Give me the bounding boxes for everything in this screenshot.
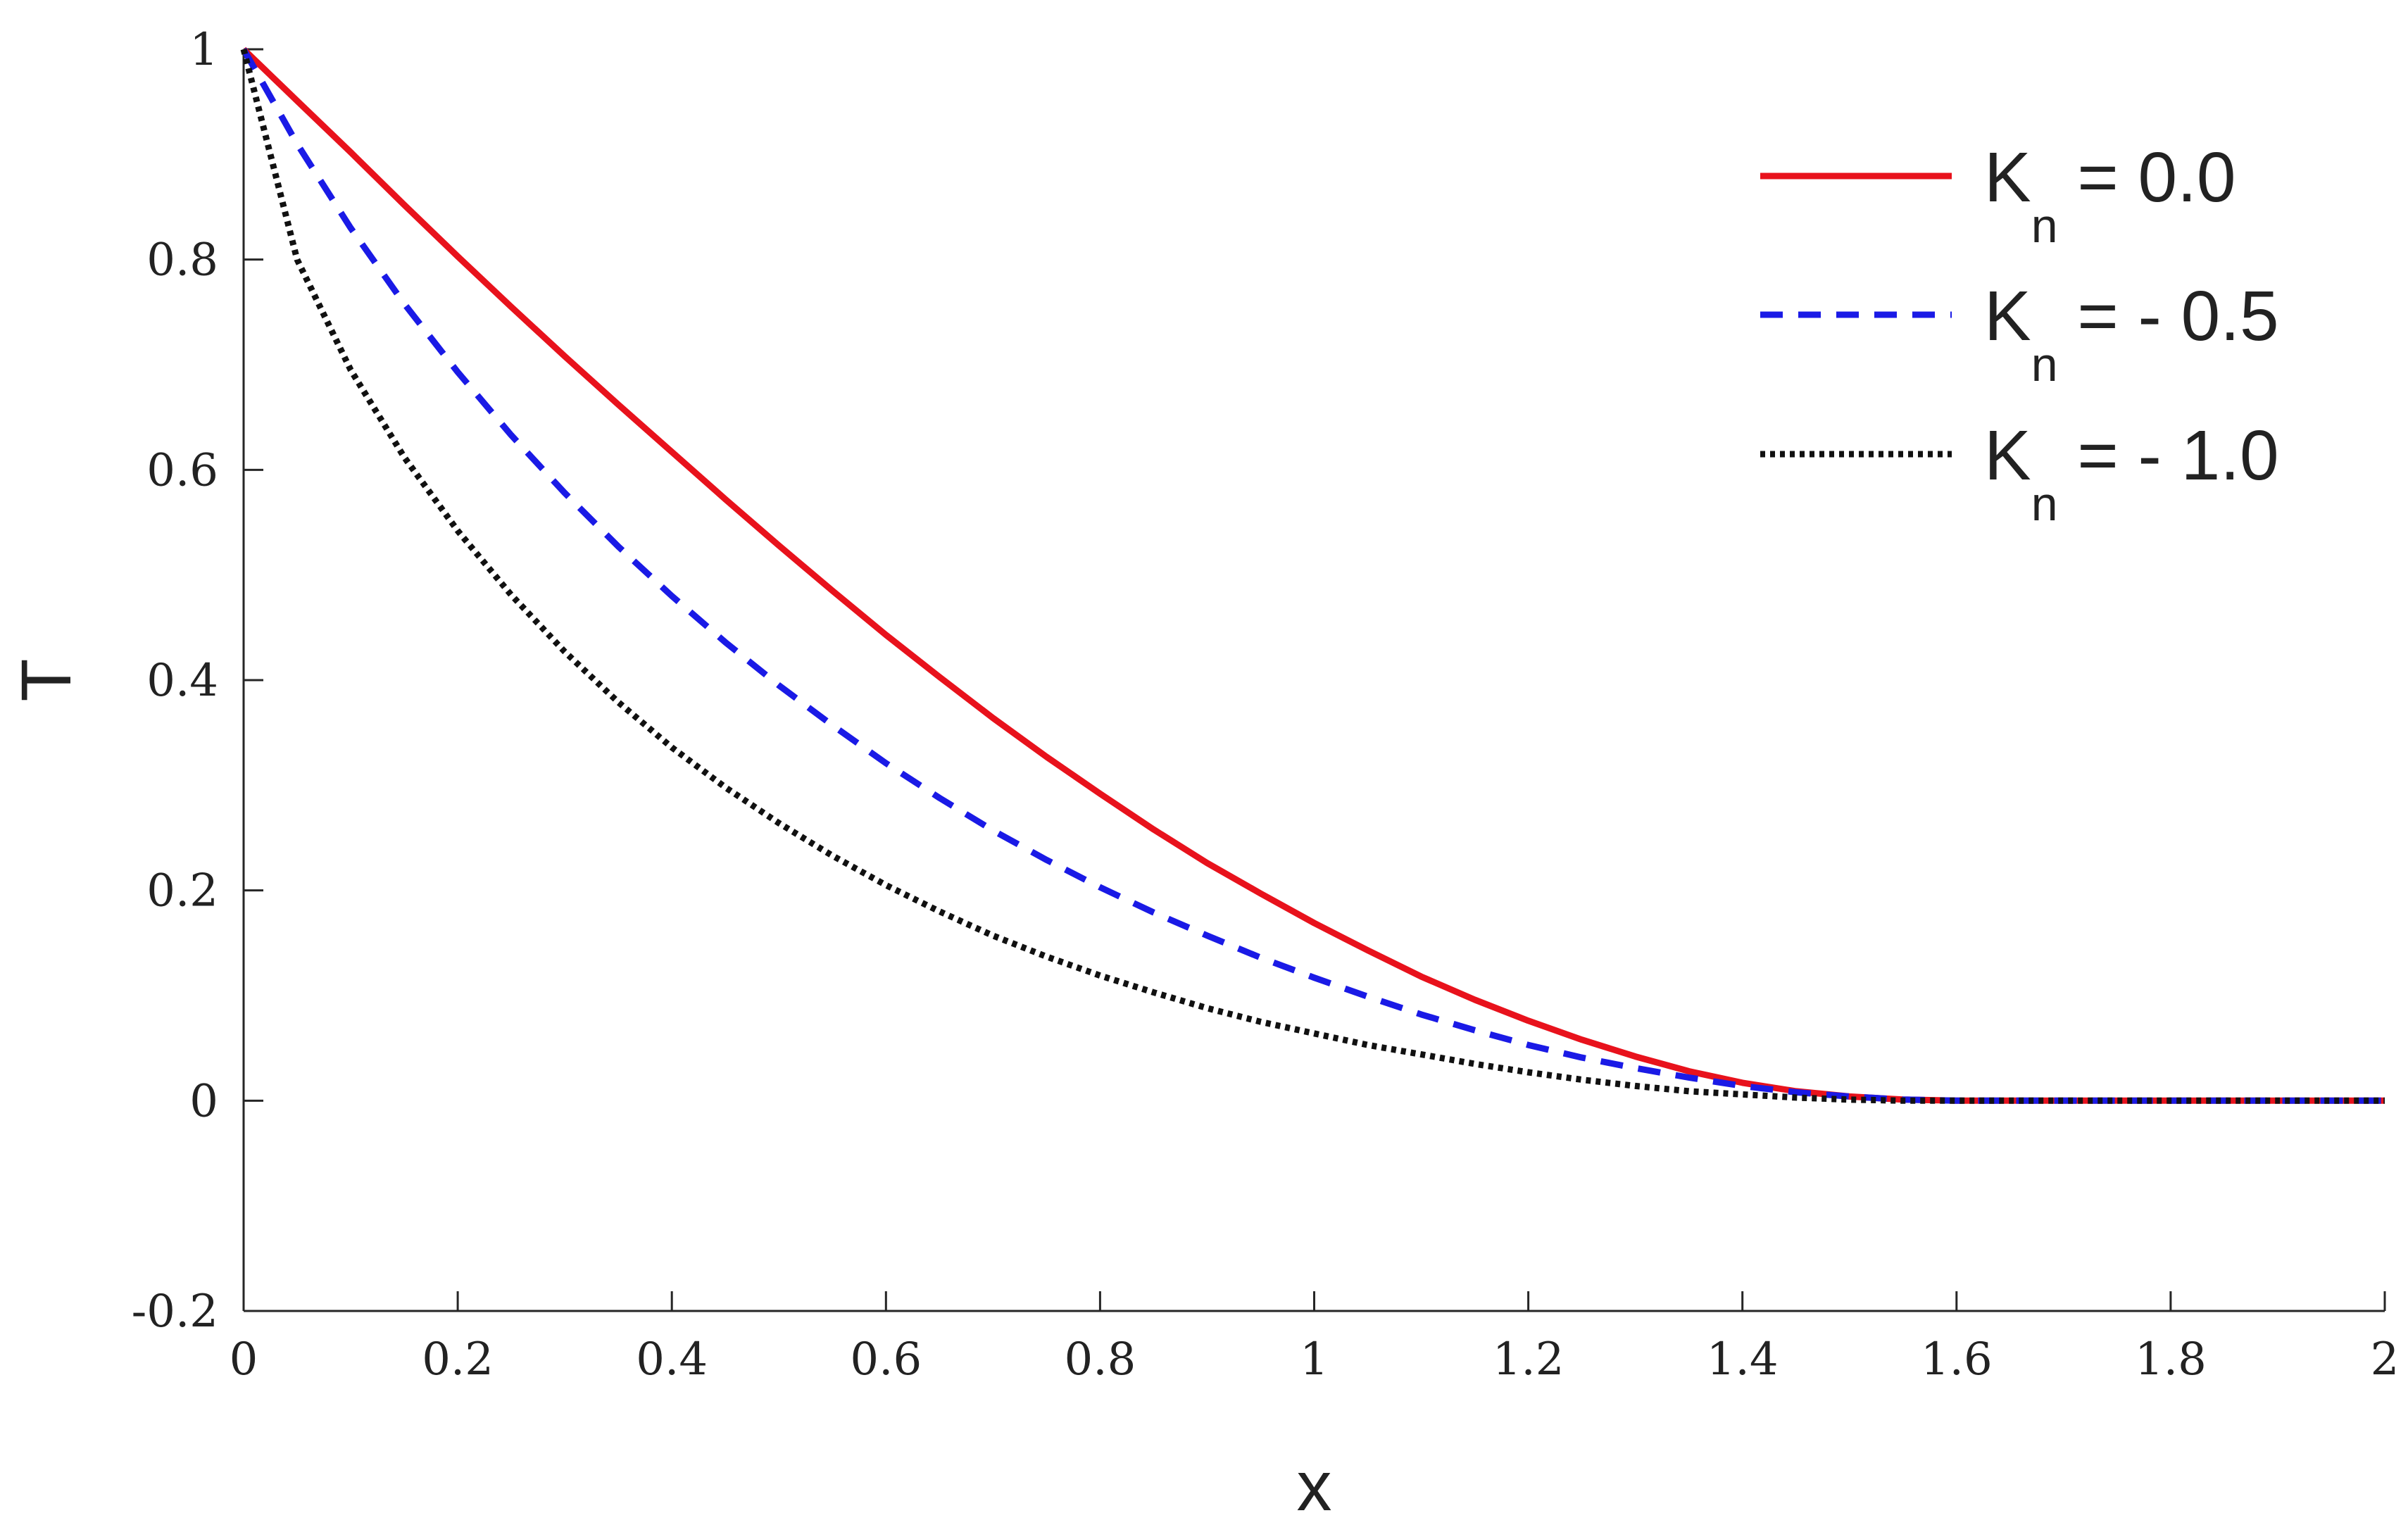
x-tick-label: 0.6	[850, 1333, 922, 1386]
x-axis-title: x	[1297, 1447, 1332, 1525]
legend-label-1: Kn = - 0.5	[1984, 277, 2279, 391]
legend-subscript: n	[2031, 338, 2058, 391]
x-tick-label: 0.2	[422, 1333, 494, 1386]
legend-symbol: K	[1984, 416, 2031, 495]
x-tick-label: 0.8	[1065, 1333, 1136, 1386]
y-tick-label: 0.2	[146, 865, 218, 917]
legend-label-0: Kn = 0.0	[1984, 138, 2236, 253]
x-tick-label: 1.2	[1493, 1333, 1564, 1386]
axes: 0 0.2 0.4 0.6 0.8 1 1.2 1.4 1.6 1.8 2-0.200.20.40.…	[7, 24, 2399, 1525]
legend-symbol: K	[1984, 277, 2031, 356]
x-tick-label: 1	[1300, 1333, 1329, 1386]
y-tick-label: 0	[189, 1075, 218, 1127]
y-tick-label: 0.8	[146, 234, 218, 287]
legend-subscript: n	[2031, 477, 2058, 531]
x-tick-label: 1.6	[1921, 1333, 1993, 1386]
series-layer	[240, 46, 2385, 1104]
legend-symbol: K	[1984, 138, 2031, 217]
legend-value: = - 1.0	[2058, 416, 2279, 495]
legend-label-2: Kn = - 1.0	[1984, 416, 2279, 531]
y-tick-label: 0.6	[146, 444, 218, 496]
x-tick-label: 0	[230, 1333, 258, 1386]
legend-value: = - 0.5	[2058, 277, 2279, 356]
x-tick-label: 1.4	[1707, 1333, 1779, 1386]
series-line-1	[241, 47, 2385, 1104]
y-tick-label: 1	[189, 24, 218, 76]
y-tick-label: -0.2	[132, 1286, 218, 1338]
y-axis-title: T	[7, 658, 86, 701]
x-tick-label: 2	[2371, 1333, 2400, 1386]
legend: Kn = 0.0Kn = - 0.5Kn = - 1.0	[1760, 138, 2279, 531]
x-tick-label: 0.4	[636, 1333, 708, 1386]
series-line-2	[240, 48, 2385, 1104]
y-tick-label: 0.4	[146, 655, 218, 707]
x-tick-label: 1.8	[2135, 1333, 2207, 1386]
legend-value: = 0.0	[2058, 138, 2236, 217]
legend-subscript: n	[2031, 199, 2058, 253]
